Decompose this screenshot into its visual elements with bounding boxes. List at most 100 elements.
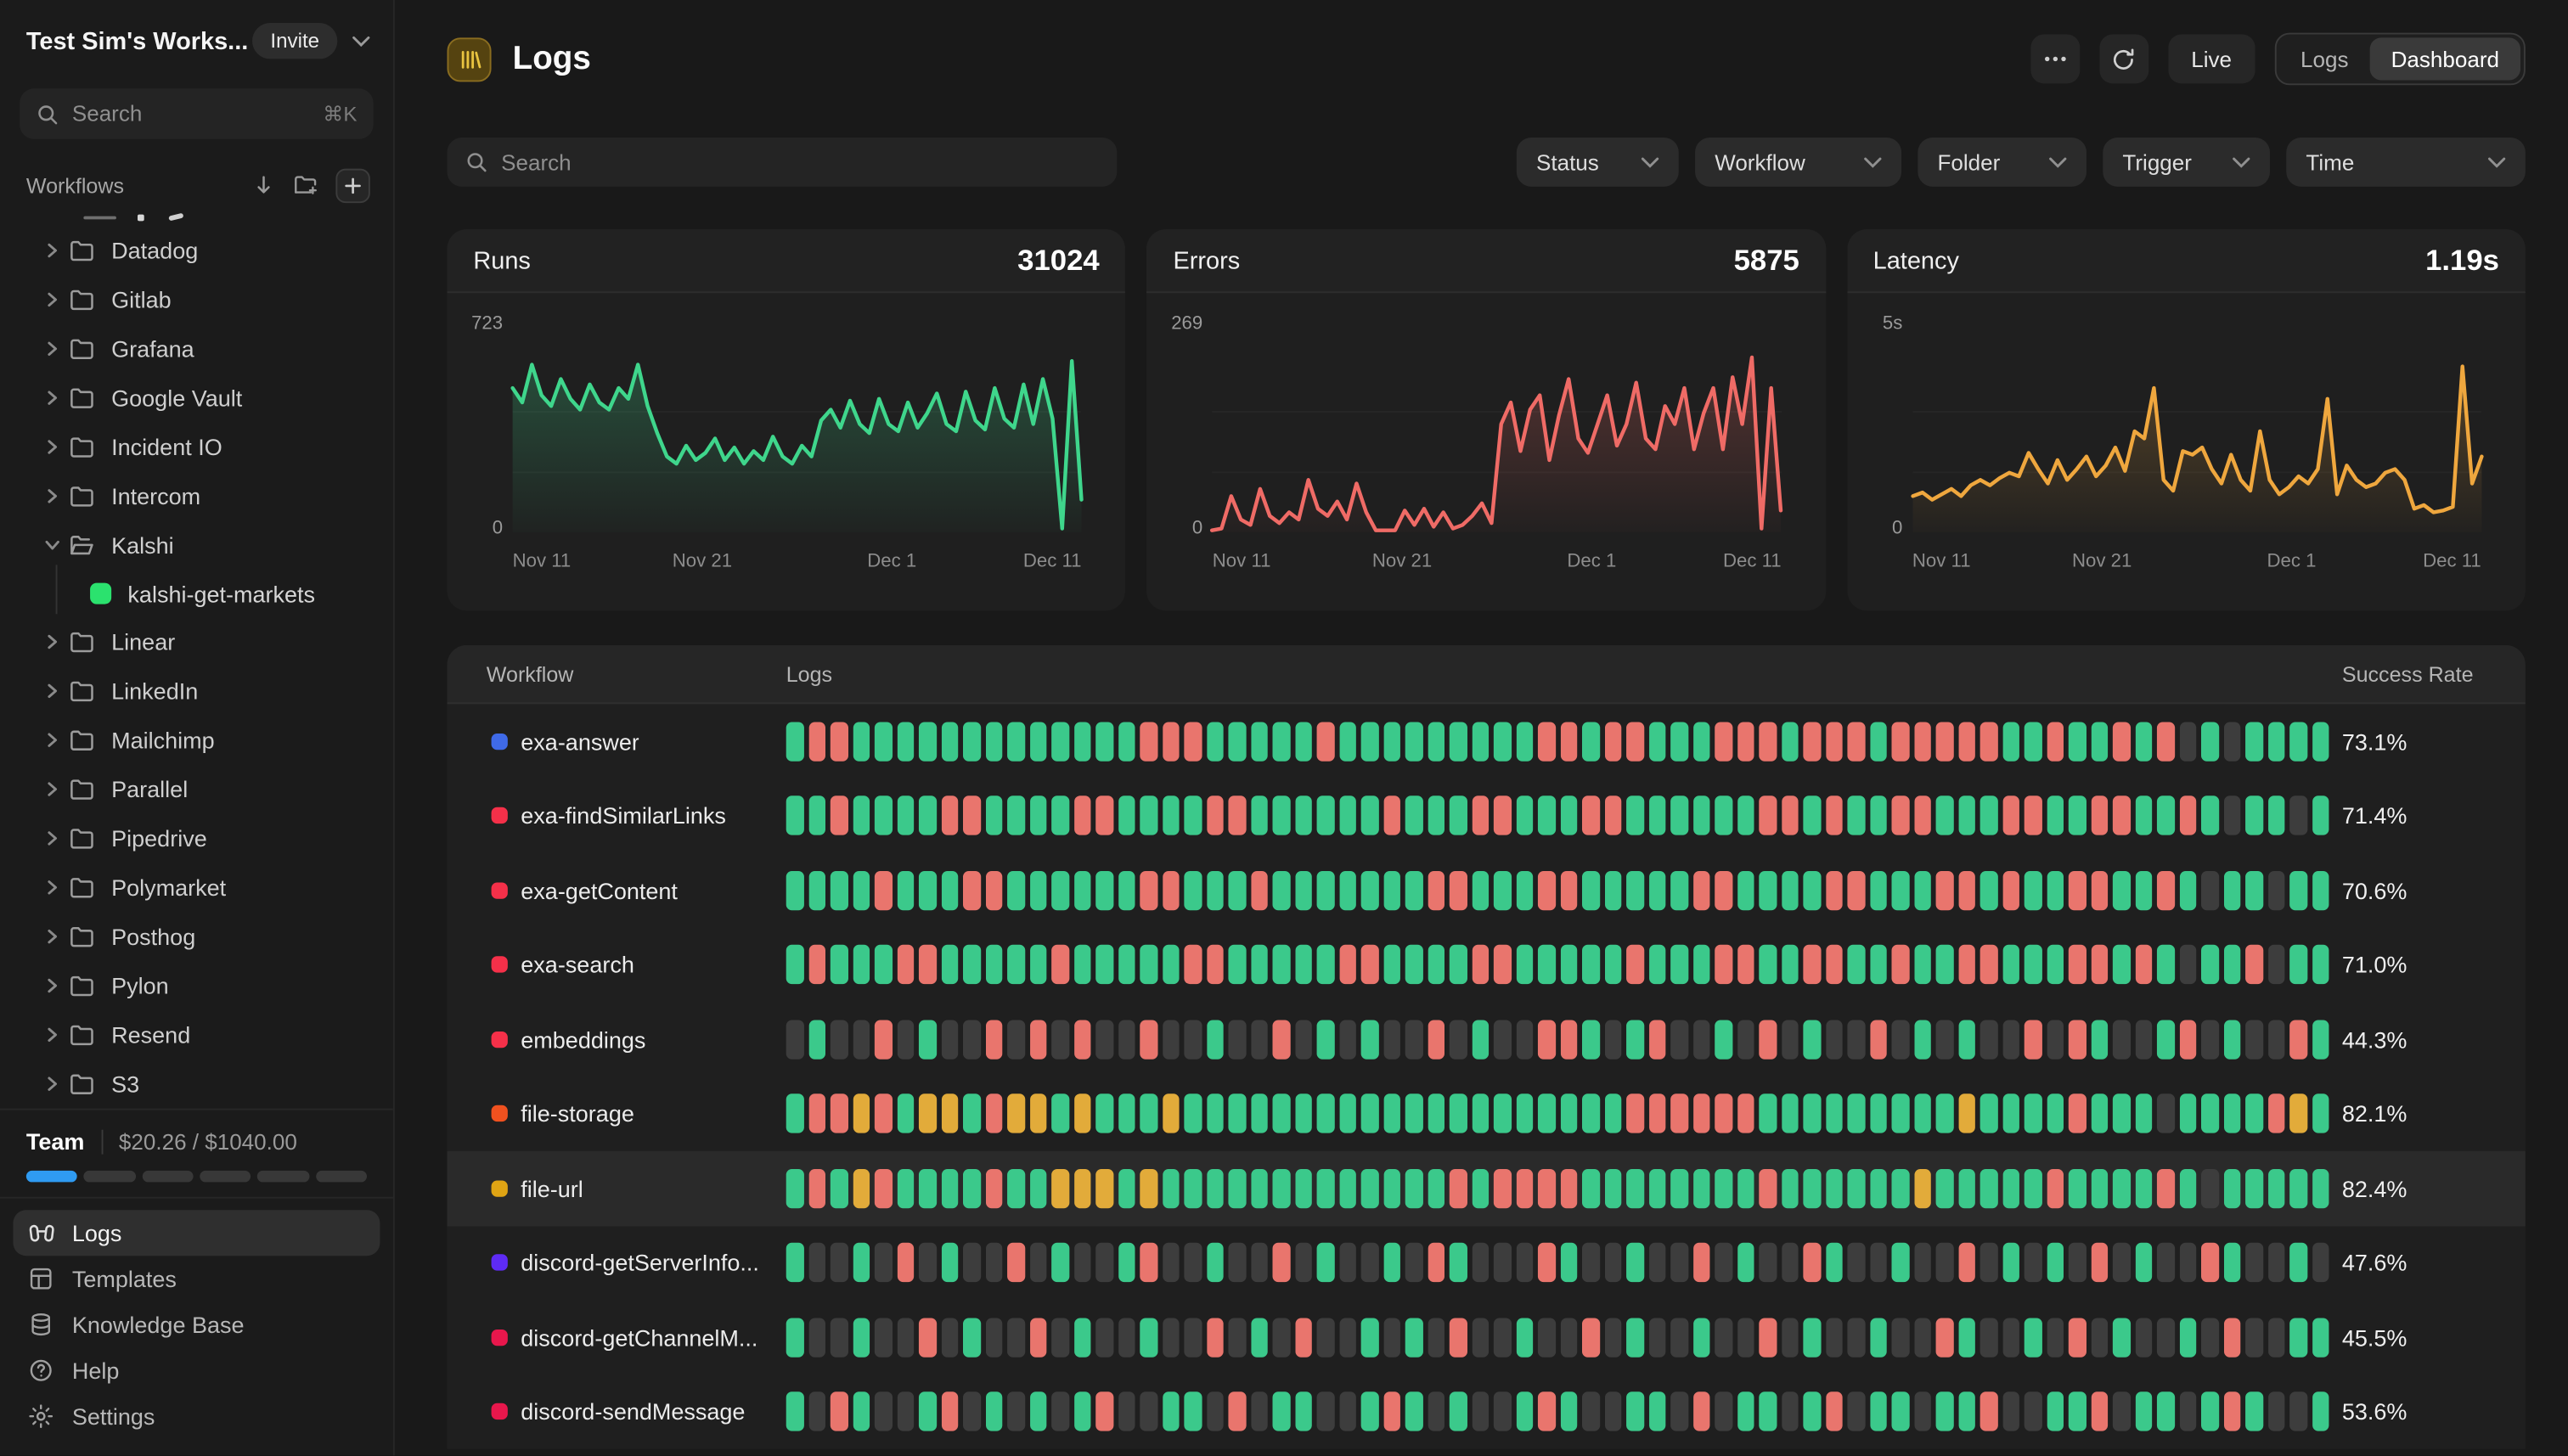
log-bar[interactable] [2156,722,2175,762]
log-bar[interactable] [2289,945,2307,985]
log-bar[interactable] [1737,945,1754,985]
log-bar[interactable] [1051,1168,1069,1208]
log-bar[interactable] [1869,945,1887,985]
log-bar[interactable] [2178,722,2197,762]
log-bar[interactable] [2002,1318,2019,1358]
log-bar[interactable] [2289,795,2307,836]
log-bar[interactable] [2046,722,2064,762]
log-bar[interactable] [1957,1391,1975,1432]
filter-workflow[interactable]: Workflow [1695,137,1902,187]
log-bar[interactable] [2068,1168,2086,1208]
log-bar[interactable] [1869,870,1887,910]
log-bar[interactable] [1029,795,1047,836]
log-bar[interactable] [1471,870,1490,910]
log-bar[interactable] [1294,722,1312,762]
log-bar[interactable] [2002,1020,2019,1060]
log-bar[interactable] [918,795,937,836]
log-bar[interactable] [2112,795,2131,836]
log-bar[interactable] [1095,870,1113,910]
sidebar-folder-grafana[interactable]: Grafana [0,324,393,374]
log-bar[interactable] [1803,1318,1821,1358]
log-bar[interactable] [1007,1318,1025,1358]
log-bar[interactable] [1626,1168,1644,1208]
log-bar[interactable] [1073,1318,1091,1358]
sidebar-folder-s3[interactable]: S3 [0,1060,393,1109]
log-bar[interactable] [1648,870,1666,910]
log-bar[interactable] [1095,1391,1113,1432]
log-bar[interactable] [1140,795,1157,836]
log-bar[interactable] [962,1020,981,1060]
log-bar[interactable] [1118,1168,1135,1208]
log-bar[interactable] [1715,870,1732,910]
log-bar[interactable] [1847,1020,1865,1060]
log-bar[interactable] [962,795,981,836]
log-bar[interactable] [1913,1318,1931,1358]
log-bar[interactable] [1935,870,1953,910]
log-bar[interactable] [1957,1093,1975,1134]
log-bar[interactable] [1228,1391,1246,1432]
log-bar[interactable] [1405,1168,1422,1208]
log-bar[interactable] [1715,722,1732,762]
log-bar[interactable] [985,1020,1003,1060]
filter-trigger[interactable]: Trigger [2103,137,2270,187]
log-bar[interactable] [985,1243,1003,1283]
log-bar[interactable] [1537,1391,1556,1432]
log-bar[interactable] [1913,795,1931,836]
log-bar[interactable] [1759,795,1777,836]
log-bar[interactable] [1471,1093,1490,1134]
log-bar[interactable] [1648,1093,1666,1134]
log-bar[interactable] [1493,795,1512,836]
log-bar[interactable] [852,870,870,910]
log-bar[interactable] [1272,795,1290,836]
log-bar[interactable] [1471,795,1490,836]
chevron-right-icon[interactable] [46,830,69,846]
log-bar[interactable] [1338,1168,1356,1208]
log-bar[interactable] [2200,1318,2219,1358]
log-bar[interactable] [2134,1391,2153,1432]
log-bar[interactable] [1184,722,1202,762]
log-bar[interactable] [1493,1093,1512,1134]
log-bar[interactable] [2024,945,2041,985]
log-bar[interactable] [1781,1243,1799,1283]
log-bar[interactable] [808,1391,825,1432]
log-bar[interactable] [1250,1168,1268,1208]
log-bar[interactable] [2046,1168,2064,1208]
log-bar[interactable] [1626,722,1644,762]
sidebar-folder-polymarket[interactable]: Polymarket [0,863,393,912]
log-bar[interactable] [1692,1318,1710,1358]
log-bar[interactable] [2024,870,2041,910]
log-bar[interactable] [1891,945,1909,985]
log-bar[interactable] [1515,945,1534,985]
log-bar[interactable] [1294,1020,1312,1060]
log-bar[interactable] [1405,1318,1422,1358]
log-bar[interactable] [985,795,1003,836]
log-bar[interactable] [1405,945,1422,985]
log-bar[interactable] [830,1168,848,1208]
log-bar[interactable] [1935,1391,1953,1432]
log-bar[interactable] [1913,1243,1931,1283]
log-bar[interactable] [1206,1318,1224,1358]
log-bar[interactable] [1272,870,1290,910]
log-bar[interactable] [1891,722,1909,762]
log-bar[interactable] [1360,1168,1378,1208]
log-bar[interactable] [1825,1168,1843,1208]
log-bar[interactable] [1715,795,1732,836]
sidebar-search-input[interactable]: Search ⌘K [20,88,374,139]
sidebar-folder-incident-io[interactable]: Incident IO [0,423,393,472]
log-bar[interactable] [1383,1168,1400,1208]
log-bar[interactable] [1847,945,1865,985]
log-bar[interactable] [1338,1243,1356,1283]
log-bar[interactable] [1184,945,1202,985]
log-bar[interactable] [1140,1391,1157,1432]
log-bar[interactable] [2068,945,2086,985]
log-bar[interactable] [808,1243,825,1283]
log-bar[interactable] [2002,1391,2019,1432]
log-bar[interactable] [918,1168,937,1208]
log-bar[interactable] [1338,795,1356,836]
log-bar[interactable] [2312,795,2329,836]
workflow-name[interactable]: exa-search [521,951,634,978]
log-bar[interactable] [1250,1020,1268,1060]
log-bar[interactable] [1670,1391,1688,1432]
log-bar[interactable] [874,1243,893,1283]
log-bar[interactable] [1427,1020,1444,1060]
